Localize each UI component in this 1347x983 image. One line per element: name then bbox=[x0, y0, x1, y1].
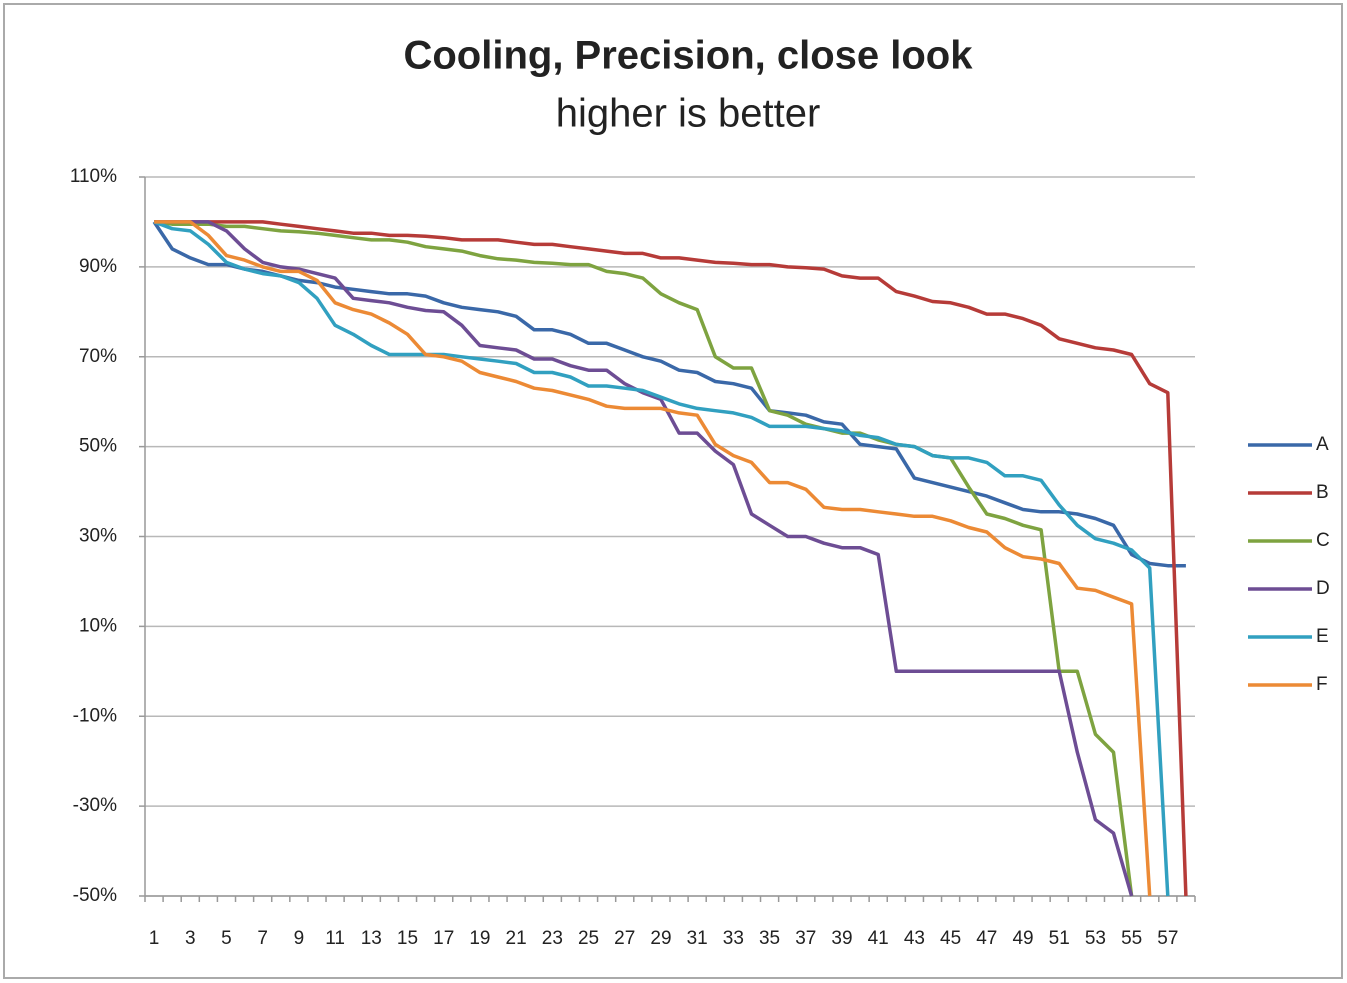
y-tick-label: -30% bbox=[73, 795, 117, 816]
y-tick-label: -10% bbox=[73, 705, 117, 726]
x-tick-label: 29 bbox=[650, 928, 671, 949]
x-tick-label: 51 bbox=[1049, 928, 1070, 949]
x-tick-label: 27 bbox=[614, 928, 635, 949]
y-tick-label: 70% bbox=[79, 346, 117, 367]
series-line bbox=[154, 220, 1152, 897]
chart-frame bbox=[3, 3, 1343, 979]
x-tick-label: 17 bbox=[433, 928, 454, 949]
x-tick-label: 33 bbox=[723, 928, 744, 949]
series-line bbox=[154, 220, 1134, 897]
x-tick-label: 13 bbox=[361, 928, 382, 949]
legend-label: C bbox=[1316, 530, 1330, 551]
series-line bbox=[153, 220, 1170, 897]
chart-title: Cooling, Precision, close look bbox=[403, 34, 973, 78]
x-tick-label: 19 bbox=[469, 928, 490, 949]
x-tick-label: 11 bbox=[325, 928, 345, 949]
y-tick-label: 110% bbox=[70, 166, 117, 187]
y-tick-label: 50% bbox=[79, 436, 117, 457]
x-tick-label: 47 bbox=[976, 928, 997, 949]
x-tick-label: 1 bbox=[149, 928, 160, 949]
y-tick-label: 30% bbox=[79, 526, 117, 547]
x-tick-label: 21 bbox=[506, 928, 527, 949]
x-tick-label: 31 bbox=[687, 928, 708, 949]
x-tick-label: 35 bbox=[759, 928, 780, 949]
x-tick-label: 7 bbox=[257, 928, 268, 949]
legend-label: F bbox=[1316, 674, 1328, 695]
chart-subtitle: higher is better bbox=[556, 92, 821, 136]
y-tick-label: -50% bbox=[73, 885, 117, 906]
x-tick-label: 3 bbox=[185, 928, 196, 949]
x-tick-label: 49 bbox=[1012, 928, 1033, 949]
x-tick-label: 5 bbox=[221, 928, 232, 949]
legend-label: D bbox=[1316, 578, 1330, 599]
x-tick-label: 15 bbox=[397, 928, 418, 949]
x-tick-label: 43 bbox=[904, 928, 925, 949]
x-tick-label: 41 bbox=[868, 928, 889, 949]
x-tick-label: 45 bbox=[940, 928, 961, 949]
y-tick-label: 10% bbox=[79, 615, 117, 636]
legend-label: E bbox=[1316, 626, 1329, 647]
y-tick-label: 90% bbox=[79, 256, 117, 277]
x-tick-label: 9 bbox=[294, 928, 305, 949]
series-line bbox=[152, 220, 1186, 568]
x-tick-label: 25 bbox=[578, 928, 599, 949]
legend-label: A bbox=[1316, 434, 1329, 455]
x-tick-label: 55 bbox=[1121, 928, 1142, 949]
series-line bbox=[154, 220, 1188, 897]
x-tick-label: 53 bbox=[1085, 928, 1106, 949]
x-tick-label: 23 bbox=[542, 928, 563, 949]
x-tick-label: 37 bbox=[795, 928, 816, 949]
legend-label: B bbox=[1316, 482, 1329, 503]
x-tick-label: 57 bbox=[1157, 928, 1178, 949]
x-tick-label: 39 bbox=[831, 928, 852, 949]
series-line bbox=[153, 220, 1134, 897]
